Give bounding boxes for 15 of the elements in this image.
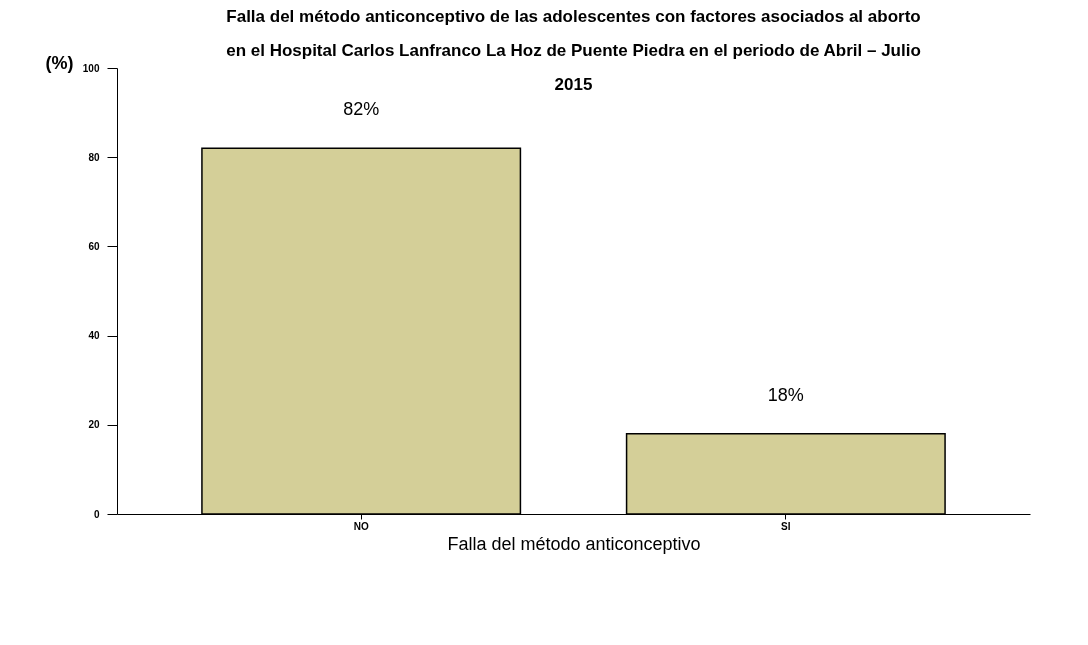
data-label: 82% xyxy=(343,99,380,120)
y-tick-label: 40 xyxy=(88,330,100,342)
text: Falla del método anticonceptivo de las adolescentes con factores asociados al aborto xyxy=(226,7,921,26)
x-axis-title: Falla del método anticonceptivo xyxy=(447,533,701,554)
y-tick-label: 100 xyxy=(82,62,100,74)
y-axis-title: (%) xyxy=(45,52,74,73)
x-tick-label: NO xyxy=(353,520,369,532)
text: en el Hospital Carlos Lanfranco La Hoz de Puente Piedra en el periodo de Abril – Julio xyxy=(226,41,921,60)
data-label: 18% xyxy=(767,384,804,405)
y-tick-label: 60 xyxy=(88,240,100,252)
y-tick-label: 80 xyxy=(88,151,100,163)
text: 2015 xyxy=(554,75,593,94)
y-tick-label: 20 xyxy=(88,419,100,431)
y-tick-label: 0 xyxy=(93,508,100,520)
x-tick-label: SI xyxy=(781,520,791,532)
